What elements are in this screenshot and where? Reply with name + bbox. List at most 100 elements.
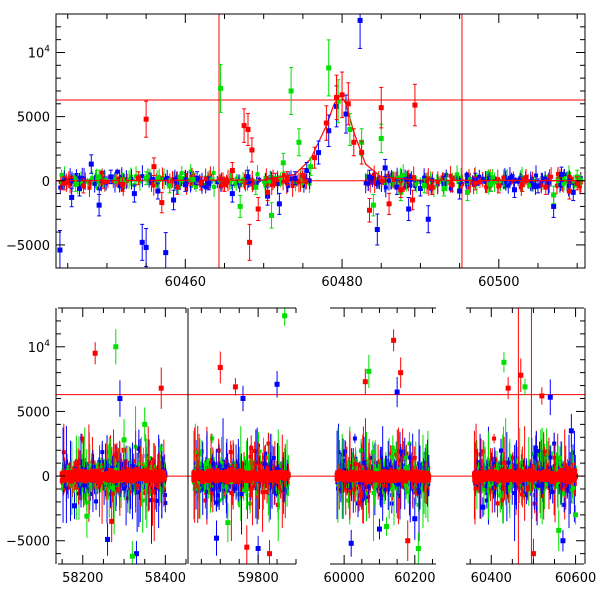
data-point: [155, 176, 160, 181]
data-point: [77, 175, 82, 180]
data-point: [208, 173, 213, 178]
data-point: [108, 174, 114, 180]
data-point: [334, 94, 340, 100]
data-point: [386, 178, 391, 183]
data-point: [115, 169, 120, 174]
data-point: [393, 180, 398, 185]
data-point: [449, 182, 455, 188]
data-point: [85, 179, 90, 184]
data-point: [530, 182, 535, 187]
data-point: [275, 182, 280, 187]
data-point: [417, 185, 423, 191]
data-point: [458, 179, 463, 184]
data-point: [467, 177, 472, 182]
data-point: [248, 454, 253, 459]
data-point: [398, 187, 404, 193]
data-point: [347, 126, 353, 132]
data-point: [359, 150, 365, 156]
data-point: [501, 175, 506, 180]
data-point: [408, 183, 413, 188]
data-point: [57, 247, 63, 253]
data-point: [117, 474, 123, 480]
data-point: [292, 175, 298, 181]
data-point: [153, 485, 158, 490]
data-point: [378, 105, 384, 111]
data-point: [74, 462, 79, 467]
data-point: [65, 474, 71, 480]
data-point: [386, 201, 392, 207]
data-point: [483, 179, 488, 184]
data-point: [128, 174, 133, 179]
data-point: [486, 171, 491, 176]
data-point: [496, 183, 502, 189]
data-point: [190, 174, 195, 179]
data-point: [87, 185, 92, 190]
top-plot-area: [56, 14, 585, 268]
data-point: [94, 177, 99, 182]
data-point: [61, 450, 66, 455]
data-point: [480, 176, 485, 181]
model-curve: [56, 93, 585, 182]
data-point: [495, 180, 500, 185]
data-point: [556, 175, 561, 180]
data-point: [212, 184, 217, 189]
data-point: [130, 464, 135, 469]
data-point: [249, 147, 255, 153]
data-point: [229, 168, 235, 174]
data-point: [527, 183, 532, 188]
data-point: [293, 180, 298, 185]
data-point: [72, 476, 78, 482]
data-point: [174, 184, 180, 190]
data-point: [335, 98, 341, 104]
data-point: [100, 179, 106, 185]
data-point: [159, 200, 165, 206]
data-point: [484, 185, 489, 190]
data-point: [351, 139, 357, 145]
data-point: [569, 176, 574, 181]
data-point: [245, 126, 251, 132]
data-point: [533, 185, 538, 190]
data-point: [425, 181, 430, 186]
data-point: [127, 177, 132, 182]
data-point: [141, 468, 147, 474]
data-point: [378, 135, 384, 141]
y-tick-label: 5000: [17, 111, 50, 126]
data-point: [535, 183, 541, 189]
bottom-panel: 58200 58400 59800 60000 60200 60400 60600−5000…: [6, 307, 596, 586]
y-tick-label: 0: [42, 175, 50, 190]
y-tick-label: 104: [28, 44, 51, 61]
data-point: [110, 466, 115, 471]
data-point: [100, 473, 106, 479]
data-point: [121, 185, 126, 190]
data-point: [566, 188, 572, 194]
data-point: [316, 150, 322, 156]
data-point: [148, 176, 153, 181]
data-point: [574, 180, 580, 186]
data-point: [429, 184, 435, 190]
data-point: [92, 181, 97, 186]
data-point: [78, 475, 84, 481]
data-point: [271, 455, 276, 460]
data-point: [402, 185, 407, 190]
data-point: [221, 182, 227, 188]
data-point: [486, 176, 491, 181]
data-point: [528, 180, 533, 185]
data-point: [147, 455, 152, 460]
data-point: [284, 175, 290, 181]
data-point: [457, 188, 463, 194]
data-point: [444, 173, 449, 178]
data-point: [323, 120, 329, 126]
data-point: [204, 182, 209, 187]
data-point: [421, 183, 427, 189]
data-point: [288, 176, 293, 181]
data-point: [204, 489, 209, 494]
data-point: [151, 183, 156, 188]
data-point: [224, 179, 229, 184]
data-point: [96, 174, 102, 180]
data-point: [272, 181, 277, 186]
data-point: [179, 171, 184, 176]
data-point: [155, 188, 161, 194]
data-point: [194, 175, 200, 181]
data-point: [255, 172, 260, 177]
data-point: [272, 176, 278, 182]
